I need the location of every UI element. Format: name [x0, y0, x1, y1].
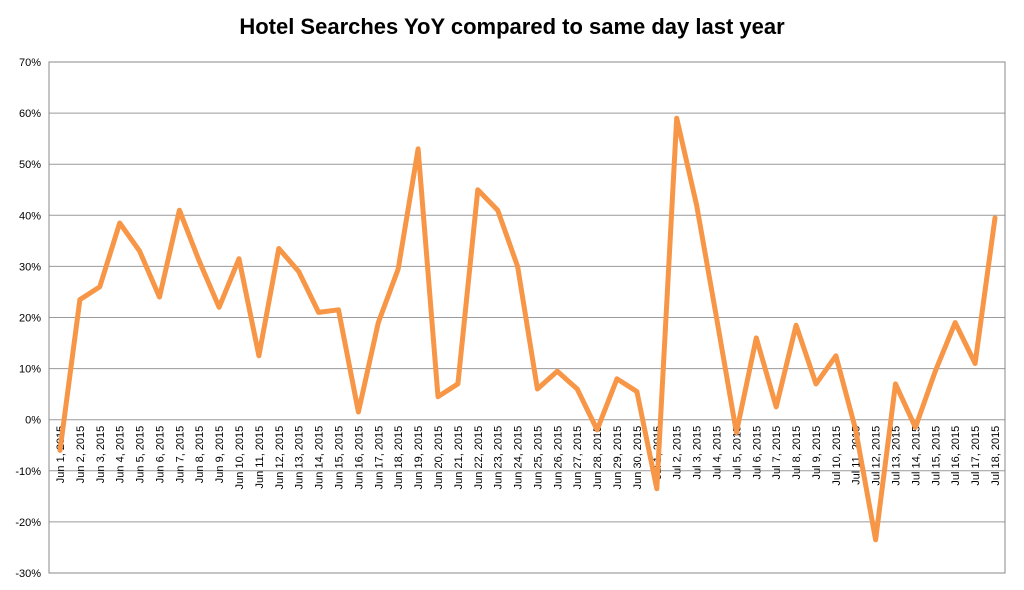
x-tick-label: Jul 16, 2015 [950, 426, 962, 486]
x-tick-label: Jul 9, 2015 [811, 426, 823, 480]
x-tick-label: Jun 2, 2015 [75, 426, 87, 484]
x-tick-label: Jun 17, 2015 [373, 426, 385, 490]
y-tick-label: -30% [15, 568, 41, 580]
x-tick-label: Jun 28, 2015 [592, 426, 604, 490]
plot-frame [48, 61, 1006, 574]
x-tick-label: Jun 6, 2015 [154, 426, 166, 484]
x-tick-label: Jun 30, 2015 [632, 426, 644, 490]
x-tick-label: Jul 18, 2015 [990, 426, 1002, 486]
x-tick-label: Jul 14, 2015 [910, 426, 922, 486]
x-tick-label: Jul 10, 2015 [831, 426, 843, 486]
x-tick-label: Jul 2, 2015 [672, 426, 684, 480]
x-tick-label: Jun 24, 2015 [513, 426, 525, 490]
x-tick-label: Jun 12, 2015 [274, 426, 286, 490]
x-tick-label: Jun 11, 2015 [254, 426, 266, 489]
x-tick-label: Jul 12, 2015 [871, 426, 883, 486]
x-axis-tick-labels: Jun 1, 2015 Jun 2, 2015 Jun 3, 2015 Jun 4, … [55, 426, 1002, 490]
y-tick-label: 40% [19, 210, 41, 222]
x-tick-label: Jun 21, 2015 [453, 426, 465, 490]
y-tick-label: -10% [15, 466, 41, 478]
x-tick-label: Jul 5, 2015 [731, 426, 743, 480]
x-tick-label: Jun 16, 2015 [353, 426, 365, 490]
x-tick-label: Jun 14, 2015 [314, 426, 326, 490]
x-tick-label: Jun 7, 2015 [174, 426, 186, 484]
x-tick-label: Jun 20, 2015 [433, 426, 445, 490]
x-tick-label: Jun 25, 2015 [532, 426, 544, 490]
x-tick-label: Jun 22, 2015 [473, 426, 485, 490]
x-tick-label: Jun 9, 2015 [214, 426, 226, 484]
y-tick-label: -20% [15, 517, 41, 529]
series-line [57, 115, 998, 543]
y-tick-label: 70% [19, 57, 41, 69]
chart-title: Hotel Searches YoY compared to same day … [239, 14, 785, 39]
y-tick-label: 50% [19, 159, 41, 171]
x-tick-label: Jun 1, 2015 [55, 426, 67, 484]
x-tick-label: Jun 29, 2015 [612, 426, 624, 490]
y-tick-label: 30% [19, 261, 41, 273]
y-axis-tick-labels: 70% 60% 50% 40% 30% 20% 10% 0% -10% -20% -30% [15, 57, 41, 580]
x-tick-label: Jun 19, 2015 [413, 426, 425, 490]
series-layer [57, 115, 998, 543]
x-tick-label: Jun 10, 2015 [234, 426, 246, 490]
x-tick-label: Jul 6, 2015 [751, 426, 763, 480]
x-tick-label: Jul 3, 2015 [692, 426, 704, 480]
x-tick-label: Jul 4, 2015 [711, 426, 723, 480]
x-tick-label: Jun 15, 2015 [334, 426, 346, 490]
x-tick-label: Jul 13, 2015 [891, 426, 903, 486]
x-tick-label: Jun 27, 2015 [572, 426, 584, 490]
y-tick-label: 60% [19, 108, 41, 120]
x-tick-label: Jun 3, 2015 [95, 426, 107, 484]
y-tick-label: 10% [19, 364, 41, 376]
x-tick-label: Jun 4, 2015 [115, 426, 127, 484]
x-tick-label: Jun 13, 2015 [294, 426, 306, 490]
x-tick-label: Jul 17, 2015 [970, 426, 982, 486]
x-tick-label: Jun 5, 2015 [135, 426, 147, 484]
x-tick-label: Jun 26, 2015 [552, 426, 564, 490]
x-tick-label: Jun 8, 2015 [194, 426, 206, 484]
x-tick-label: Jul 15, 2015 [930, 426, 942, 486]
x-tick-label: Jun 23, 2015 [493, 426, 505, 490]
x-tick-label: Jul 7, 2015 [771, 426, 783, 480]
y-tick-label: 0% [25, 415, 41, 427]
x-tick-label: Jun 18, 2015 [393, 426, 405, 490]
x-tick-label: Jul 8, 2015 [791, 426, 803, 480]
y-tick-label: 20% [19, 313, 41, 325]
